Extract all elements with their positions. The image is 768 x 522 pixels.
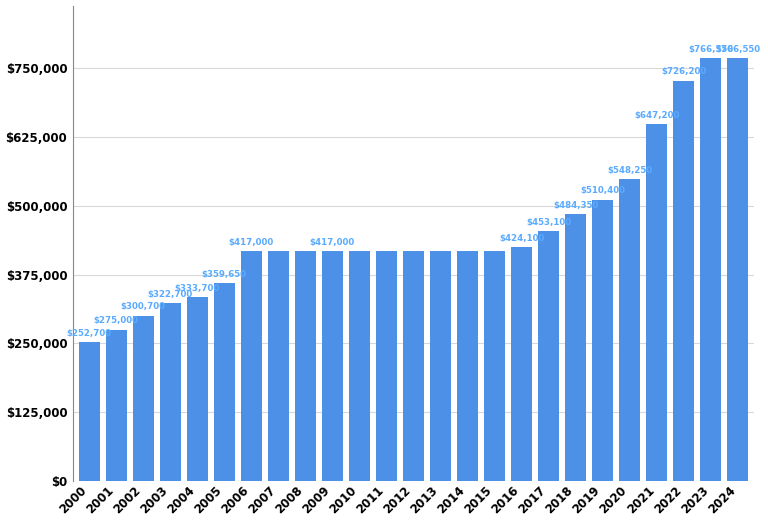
- Text: $275,000: $275,000: [94, 316, 138, 325]
- Text: $322,700: $322,700: [147, 290, 193, 299]
- Bar: [592, 200, 613, 481]
- Bar: [538, 231, 559, 481]
- Text: $424,100: $424,100: [499, 234, 545, 243]
- Bar: [295, 251, 316, 481]
- Bar: [430, 251, 451, 481]
- Text: $359,650: $359,650: [202, 269, 247, 279]
- Bar: [214, 283, 235, 481]
- Bar: [133, 315, 154, 481]
- Text: $510,400: $510,400: [580, 186, 625, 195]
- Text: $647,200: $647,200: [634, 111, 680, 120]
- Text: $726,200: $726,200: [661, 67, 707, 76]
- Bar: [674, 81, 694, 481]
- Bar: [646, 124, 667, 481]
- Bar: [349, 251, 370, 481]
- Bar: [105, 330, 127, 481]
- Bar: [268, 251, 289, 481]
- Text: $766,550: $766,550: [715, 45, 760, 54]
- Text: $417,000: $417,000: [310, 238, 355, 247]
- Text: $333,700: $333,700: [174, 284, 220, 293]
- Text: $766,550: $766,550: [688, 45, 733, 54]
- Bar: [457, 251, 478, 481]
- Bar: [484, 251, 505, 481]
- Bar: [322, 251, 343, 481]
- Text: $252,700: $252,700: [67, 328, 111, 338]
- Bar: [565, 214, 586, 481]
- Text: $417,000: $417,000: [229, 238, 274, 247]
- Bar: [727, 58, 748, 481]
- Bar: [187, 298, 208, 481]
- Bar: [78, 342, 100, 481]
- Text: $548,250: $548,250: [607, 165, 652, 174]
- Bar: [700, 58, 721, 481]
- Bar: [160, 303, 180, 481]
- Text: $484,350: $484,350: [553, 201, 598, 210]
- Bar: [240, 251, 262, 481]
- Text: $453,100: $453,100: [526, 218, 571, 227]
- Bar: [376, 251, 397, 481]
- Bar: [619, 179, 641, 481]
- Bar: [403, 251, 424, 481]
- Text: $300,700: $300,700: [121, 302, 166, 311]
- Bar: [511, 247, 532, 481]
